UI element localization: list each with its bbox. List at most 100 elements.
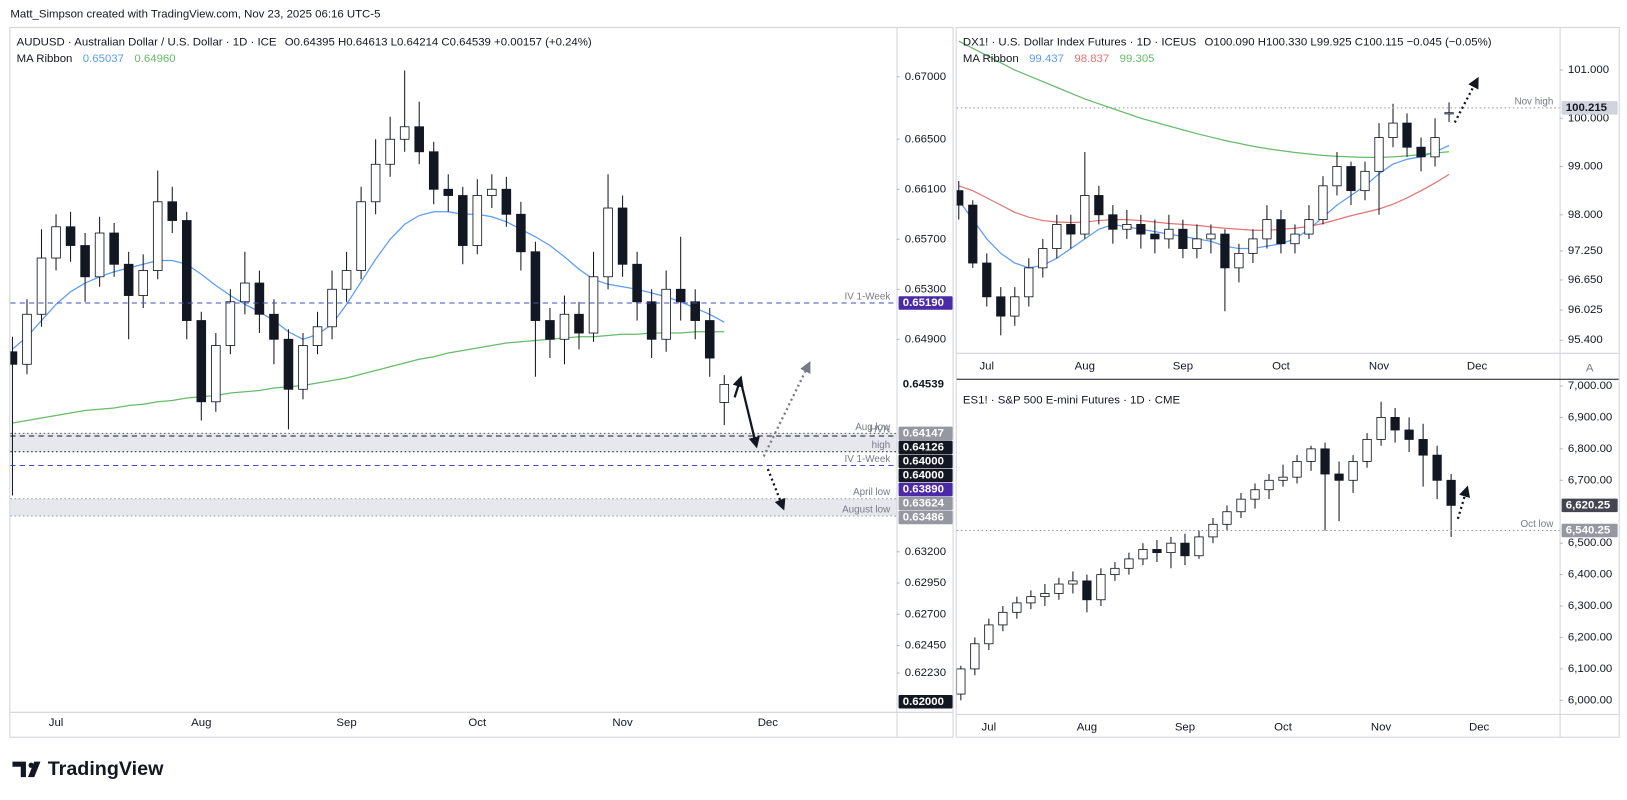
candle-body	[1264, 479, 1274, 491]
brand-name: TradingView	[48, 758, 164, 780]
logo-dot	[28, 762, 34, 768]
price-tag-label: 6,540.25	[1566, 525, 1611, 537]
candle-body	[1362, 439, 1372, 462]
y-tick-label: 100.000	[1568, 112, 1609, 124]
candle-body	[719, 383, 730, 403]
x-tick-label: Aug	[1075, 360, 1095, 372]
price-tag	[898, 377, 953, 392]
candle-body	[530, 251, 541, 321]
candle-body	[1012, 602, 1022, 613]
x-tick-label: Dec	[758, 717, 779, 729]
candle-body	[1222, 511, 1232, 525]
y-tick-label: 7,000.00	[1568, 380, 1612, 392]
y-tick-label: 6,400.00	[1568, 569, 1612, 581]
candle-body	[1446, 479, 1456, 506]
candle-body	[1248, 238, 1258, 254]
candle-body	[1180, 542, 1190, 557]
y-tick-label: 0.62230	[905, 667, 946, 679]
candle-body	[1152, 549, 1162, 554]
candle-body	[327, 288, 337, 328]
candle-body	[1208, 523, 1218, 538]
candle-body	[1108, 214, 1118, 230]
chart-title: ES1! · S&P 500 E-mini Futures · 1D · CME	[963, 395, 1181, 407]
candle-body	[109, 232, 119, 265]
price-tag-label: 0.63890	[903, 483, 944, 495]
candle-body	[545, 320, 555, 340]
price-tag-label: 0.64126	[903, 441, 944, 453]
y-tick-label: 97.250	[1568, 245, 1603, 257]
y-tick-label: 0.62950	[905, 577, 946, 589]
price-tag-label: 0.65190	[903, 297, 944, 309]
candle-body	[632, 263, 642, 303]
y-tick-label: 96.650	[1568, 274, 1603, 286]
y-tick-label: 98.000	[1568, 209, 1603, 221]
price-tag-label: 0.64000	[903, 469, 944, 481]
plots: 0.67000 0.66500 0.66100 0.65700 0.65300 0.649…	[10, 37, 1618, 733]
x-tick-label: Nov	[1369, 360, 1390, 372]
candle-body	[1110, 567, 1120, 576]
candle-body	[1306, 448, 1316, 462]
candle-body	[984, 624, 994, 645]
y-tick-label: 0.62700	[905, 608, 946, 620]
candle-body	[1124, 558, 1134, 569]
x-tick-label: Nov	[1371, 721, 1392, 733]
candle-body	[283, 338, 294, 390]
price-tag-label: 0.63486	[903, 511, 944, 523]
candle-body	[36, 257, 47, 315]
candle-body	[123, 263, 134, 296]
candle-body	[1164, 228, 1174, 240]
candle-body	[1418, 439, 1428, 456]
y-tick-label: 99.000	[1568, 161, 1603, 173]
candle-body	[51, 226, 61, 259]
candle-body	[646, 301, 657, 340]
candle-body	[399, 126, 410, 140]
candle-body	[704, 320, 715, 359]
candle-body	[1348, 461, 1358, 481]
y-tick-label: 6,700.00	[1568, 474, 1612, 486]
arrow	[732, 375, 744, 398]
right-frame	[955, 26, 1620, 738]
candle-body	[1194, 536, 1204, 557]
candle-body	[1068, 580, 1078, 585]
plot-area	[10, 70, 897, 517]
moving-average	[958, 40, 1450, 158]
level-name: Aug low	[855, 422, 891, 433]
candle-body	[458, 195, 468, 246]
candle-body	[1166, 542, 1176, 554]
candle-body	[1402, 122, 1412, 148]
price-tag	[898, 426, 953, 441]
candle-body	[1150, 233, 1160, 240]
ma-value: 0.65037	[83, 53, 124, 65]
candle-body	[1374, 137, 1384, 172]
price-tag	[1561, 498, 1618, 513]
candle-body	[240, 282, 250, 303]
candle-body	[1318, 185, 1328, 221]
candle-body	[1332, 166, 1342, 187]
candle-body	[269, 313, 279, 340]
candle-body	[1278, 476, 1288, 481]
candle-body	[211, 345, 221, 403]
candle-body	[1094, 195, 1104, 216]
annotation-arrows	[732, 76, 1479, 520]
candle-body	[225, 301, 236, 346]
candle-body	[968, 204, 978, 264]
level-name: August low	[842, 504, 891, 515]
candle-body	[603, 207, 613, 278]
ma-value: 99.305	[1120, 53, 1155, 65]
price-tag	[898, 482, 953, 497]
x-tick-label: Sep	[1173, 360, 1193, 372]
candle-body	[1404, 429, 1414, 440]
y-tick-label: 6,300.00	[1568, 600, 1612, 612]
level-name: April low	[853, 487, 891, 498]
candle-body	[1136, 224, 1146, 235]
candle-body	[1234, 252, 1244, 269]
level-name: IV 1-Week	[845, 454, 891, 465]
price-tag	[898, 454, 953, 469]
candle-body	[385, 138, 395, 165]
candle-body	[298, 345, 308, 390]
arrow	[766, 468, 786, 511]
price-tag-label: 0.64147	[903, 427, 944, 439]
candle-body	[1096, 574, 1106, 601]
candle-body	[1010, 296, 1020, 317]
